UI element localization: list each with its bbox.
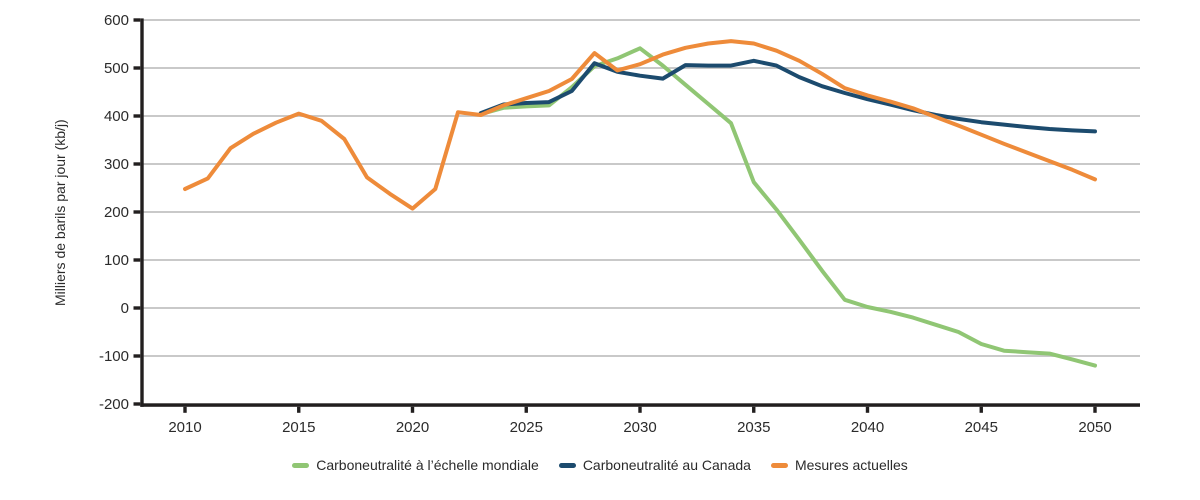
legend-label: Carboneutralité à l’échelle mondiale [316, 457, 539, 473]
series-line [183, 39, 1097, 211]
y-tick-label: 400 [104, 108, 129, 125]
x-tick-label: 2010 [168, 419, 201, 436]
legend-item-global-net-zero: Carboneutralité à l’échelle mondiale [292, 457, 539, 473]
x-axis-tick [979, 406, 983, 413]
x-axis-tick [865, 406, 870, 413]
legend-swatch-green [292, 462, 310, 468]
y-tick-label: 200 [104, 204, 129, 221]
y-tick-label: 300 [104, 156, 129, 173]
y-axis-tick [133, 306, 141, 310]
y-axis-tick [133, 114, 141, 118]
y-tick-label: 600 [104, 12, 129, 29]
y-axis-line [140, 18, 144, 407]
x-axis-tick [1093, 406, 1097, 413]
x-tick-label: 2025 [510, 419, 543, 436]
y-axis-tick [133, 162, 141, 166]
x-axis-tick [183, 406, 187, 413]
y-tick-label: -200 [99, 396, 129, 413]
chart-legend: Carboneutralité à l’échelle mondiale Car… [0, 457, 1200, 473]
x-axis-tick [752, 406, 756, 413]
legend-label: Carboneutralité au Canada [582, 457, 751, 473]
series-line [478, 46, 1097, 368]
y-axis-tick [133, 402, 141, 406]
x-tick-label: 2015 [282, 419, 315, 436]
legend-swatch-orange [770, 462, 788, 468]
series-line [478, 58, 1097, 134]
y-axis-tick [133, 210, 141, 214]
y-tick-label: 100 [104, 252, 129, 269]
y-tick-label: 500 [104, 60, 129, 77]
x-tick-label: 2050 [1078, 419, 1111, 436]
x-tick-label: 2030 [623, 419, 656, 436]
y-tick-label: -100 [99, 348, 129, 365]
y-axis-tick [133, 258, 141, 262]
x-axis-tick [638, 406, 642, 413]
x-axis-line [140, 403, 1141, 407]
legend-item-canada-net-zero: Carboneutralité au Canada [558, 457, 751, 473]
x-tick-label: 2045 [965, 419, 998, 436]
y-axis-tick [133, 354, 141, 358]
x-tick-label: 2040 [851, 419, 884, 436]
y-axis-tick [133, 66, 141, 70]
x-axis-tick [410, 406, 415, 413]
x-axis-tick [297, 406, 301, 413]
x-tick-label: 2020 [396, 419, 429, 436]
legend-label: Mesures actuelles [794, 457, 908, 473]
legend-swatch-navy [558, 462, 576, 468]
x-tick-label: 2035 [737, 419, 770, 436]
y-tick-label: 0 [121, 300, 129, 317]
x-axis-tick [524, 406, 528, 413]
y-axis-tick [133, 18, 141, 22]
legend-item-current-measures: Mesures actuelles [770, 457, 908, 473]
